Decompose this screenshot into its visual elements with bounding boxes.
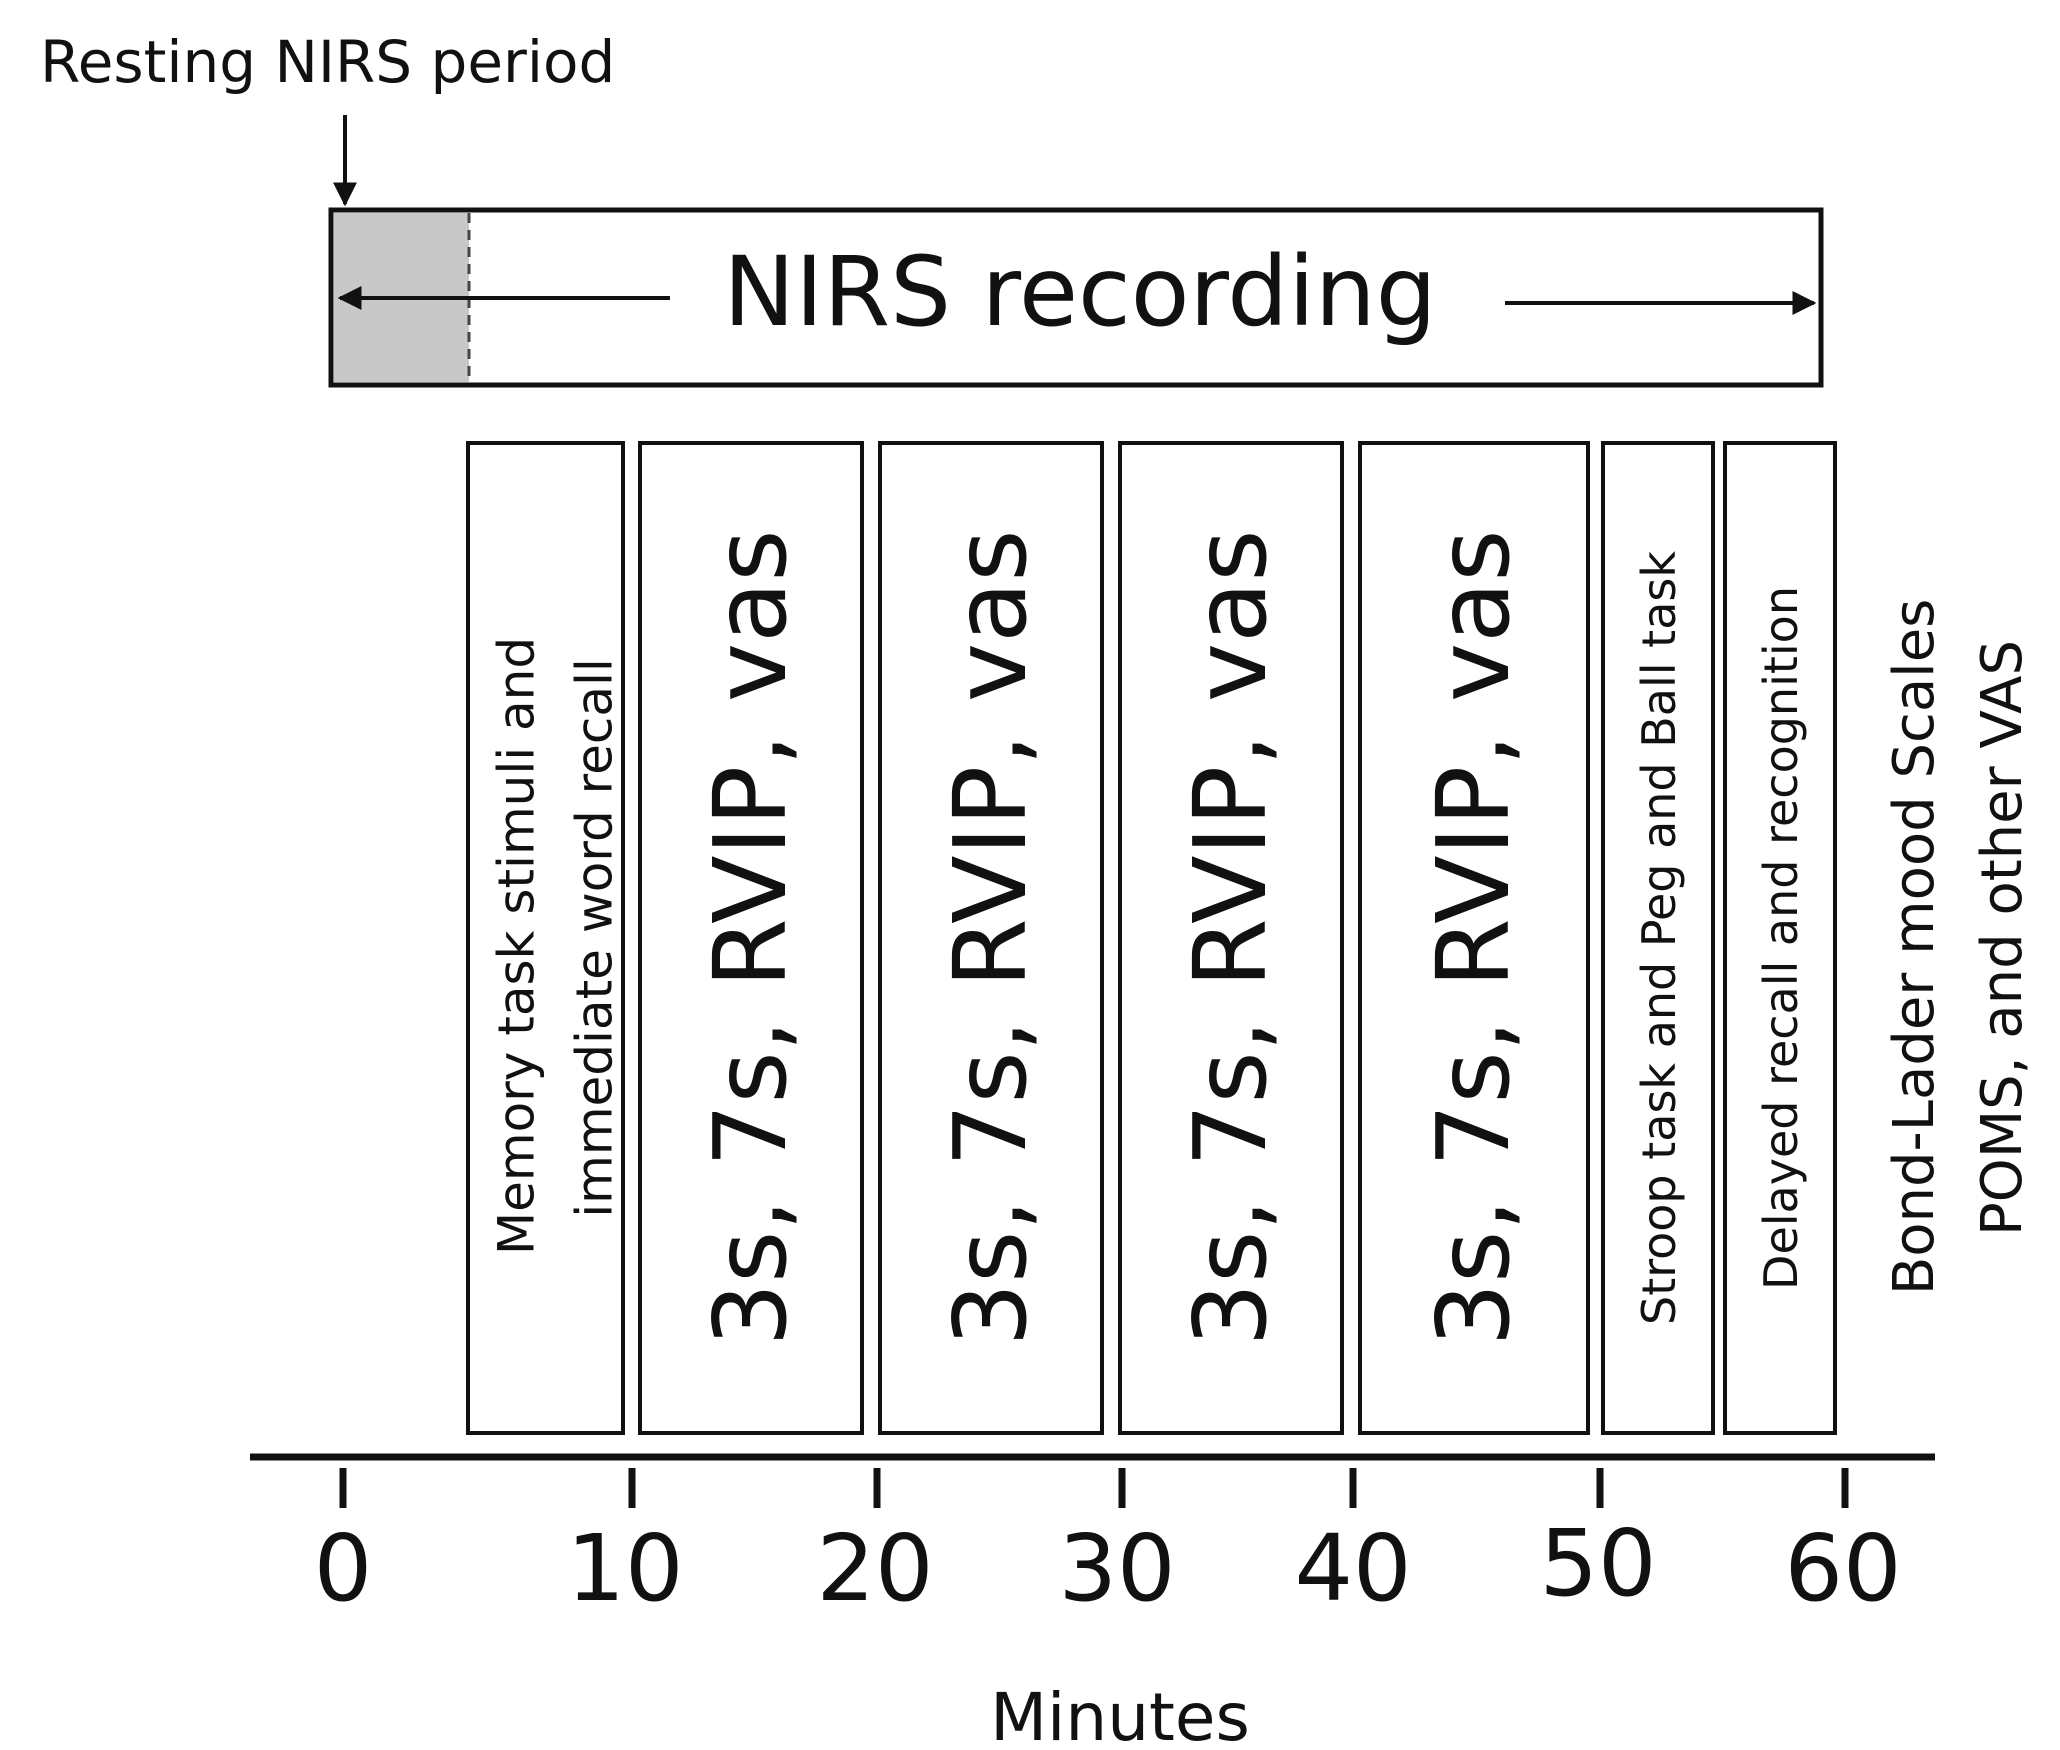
task-box: 3s, 7s, RVIP, vas bbox=[1118, 441, 1344, 1435]
axis-tick-label: 50 bbox=[1539, 1510, 1656, 1617]
time-axis-ticks bbox=[339, 1468, 1849, 1508]
axis-tick-label: 10 bbox=[566, 1515, 683, 1622]
axis-tick-label: 30 bbox=[1058, 1515, 1175, 1622]
nirs-recording-bar bbox=[328, 207, 1824, 388]
task-label: 3s, 7s, RVIP, vas bbox=[692, 530, 809, 1347]
time-axis-tick-labels: 0 10 20 30 40 50 60 bbox=[314, 1510, 1902, 1622]
task-box: Delayed recall and recognition bbox=[1723, 441, 1837, 1435]
post-measures-line: Bond-Lader mood Scales bbox=[1882, 599, 1947, 1296]
task-label: Memory task stimuli and immediate word r… bbox=[488, 621, 624, 1255]
task-label: 3s, 7s, RVIP, vas bbox=[1172, 530, 1289, 1347]
time-axis-title: Minutes bbox=[990, 1679, 1250, 1750]
task-label: 3s, 7s, RVIP, vas bbox=[1415, 530, 1532, 1347]
task-box: Stroop task and Peg and Ball task bbox=[1601, 441, 1715, 1435]
task-label-line: Memory task stimuli and bbox=[488, 637, 546, 1255]
axis-tick-label: 0 bbox=[314, 1515, 373, 1622]
task-box: Memory task stimuli and immediate word r… bbox=[466, 441, 625, 1435]
post-measures-line: POMS, and other VAS bbox=[1970, 640, 2035, 1236]
task-label: Stroop task and Peg and Ball task bbox=[1632, 551, 1686, 1325]
nirs-recording-label: NIRS recording bbox=[723, 236, 1436, 348]
task-label: 3s, 7s, RVIP, vas bbox=[932, 530, 1049, 1347]
task-label-line: immediate word recall bbox=[566, 658, 624, 1218]
post-measures-label: Bond-Lader mood Scales POMS, and other V… bbox=[1882, 581, 2035, 1295]
task-box: 3s, 7s, RVIP, vas bbox=[638, 441, 864, 1435]
task-box: 3s, 7s, RVIP, vas bbox=[1358, 441, 1590, 1435]
axis-tick-label: 40 bbox=[1294, 1515, 1411, 1622]
task-label: Delayed recall and recognition bbox=[1754, 586, 1808, 1290]
axis-tick-label: 20 bbox=[816, 1515, 933, 1622]
resting-period-label: Resting NIRS period bbox=[40, 28, 615, 96]
axis-tick-label: 60 bbox=[1784, 1515, 1901, 1622]
task-box: 3s, 7s, RVIP, vas bbox=[878, 441, 1104, 1435]
